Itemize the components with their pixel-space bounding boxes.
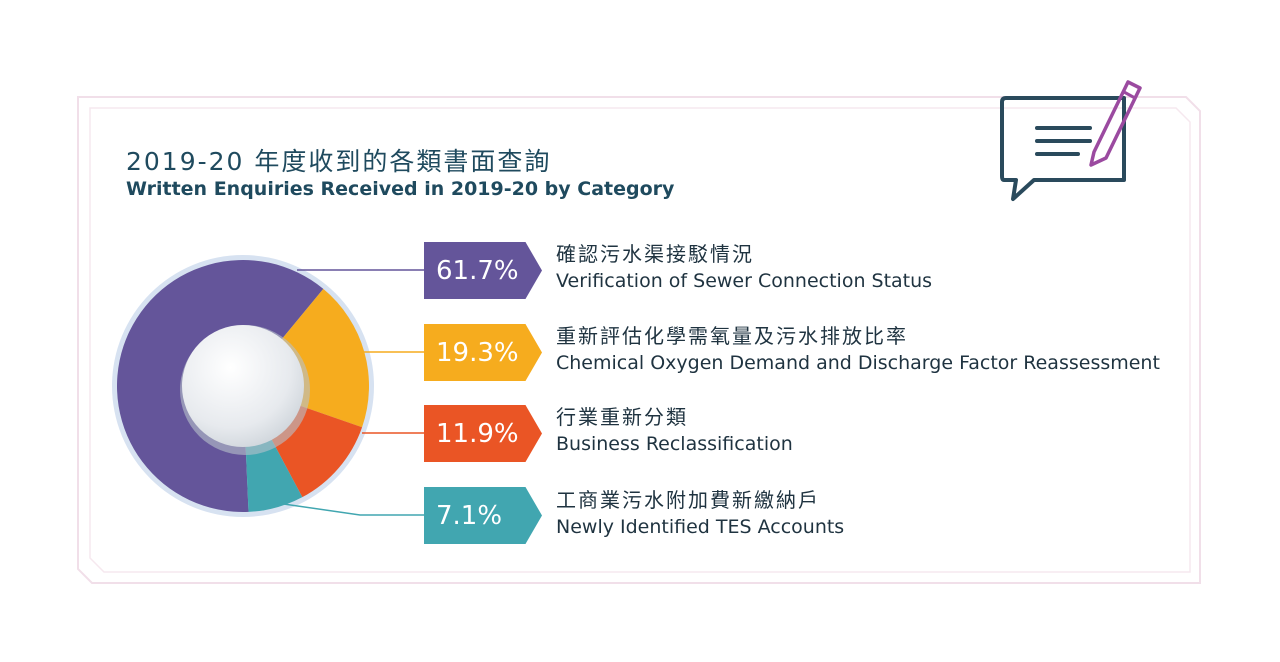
category-3-zh: 工商業污水附加費新繳納戶	[556, 488, 820, 512]
title-english: Written Enquiries Received in 2019-20 by…	[126, 178, 675, 200]
category-0: 確認污水渠接駁情況 Verification of Sewer Connecti…	[556, 241, 932, 295]
category-1-en: Chemical Oxygen Demand and Discharge Fac…	[556, 352, 1160, 374]
slice-label-1: 19.3%	[424, 324, 542, 381]
slice-label-2: 11.9%	[424, 405, 542, 462]
category-0-en: Verification of Sewer Connection Status	[556, 270, 933, 292]
card-frame-inner	[89, 107, 1191, 573]
category-1-zh: 重新評估化學需氧量及污水排放比率	[556, 324, 908, 348]
category-0-zh: 確認污水渠接駁情況	[556, 242, 754, 266]
category-2: 行業重新分類 Business Reclassification	[556, 404, 793, 458]
category-1: 重新評估化學需氧量及污水排放比率 Chemical Oxygen Demand …	[556, 323, 1160, 377]
category-2-en: Business Reclassification	[556, 433, 793, 455]
category-2-zh: 行業重新分類	[556, 405, 688, 429]
document-edit-icon	[1000, 80, 1142, 201]
leader-line-3	[274, 501, 426, 516]
slice-label-0: 61.7%	[424, 242, 542, 299]
slice-label-3: 7.1%	[424, 487, 542, 544]
leader-lines	[274, 269, 426, 516]
category-3: 工商業污水附加費新繳納戶 Newly Identified TES Accoun…	[556, 487, 844, 541]
donut-center-hub	[182, 325, 304, 447]
title-chinese: 2019-20 年度收到的各類書面查詢	[126, 147, 552, 176]
category-3-en: Newly Identified TES Accounts	[556, 516, 845, 538]
card-frame	[77, 96, 1201, 584]
